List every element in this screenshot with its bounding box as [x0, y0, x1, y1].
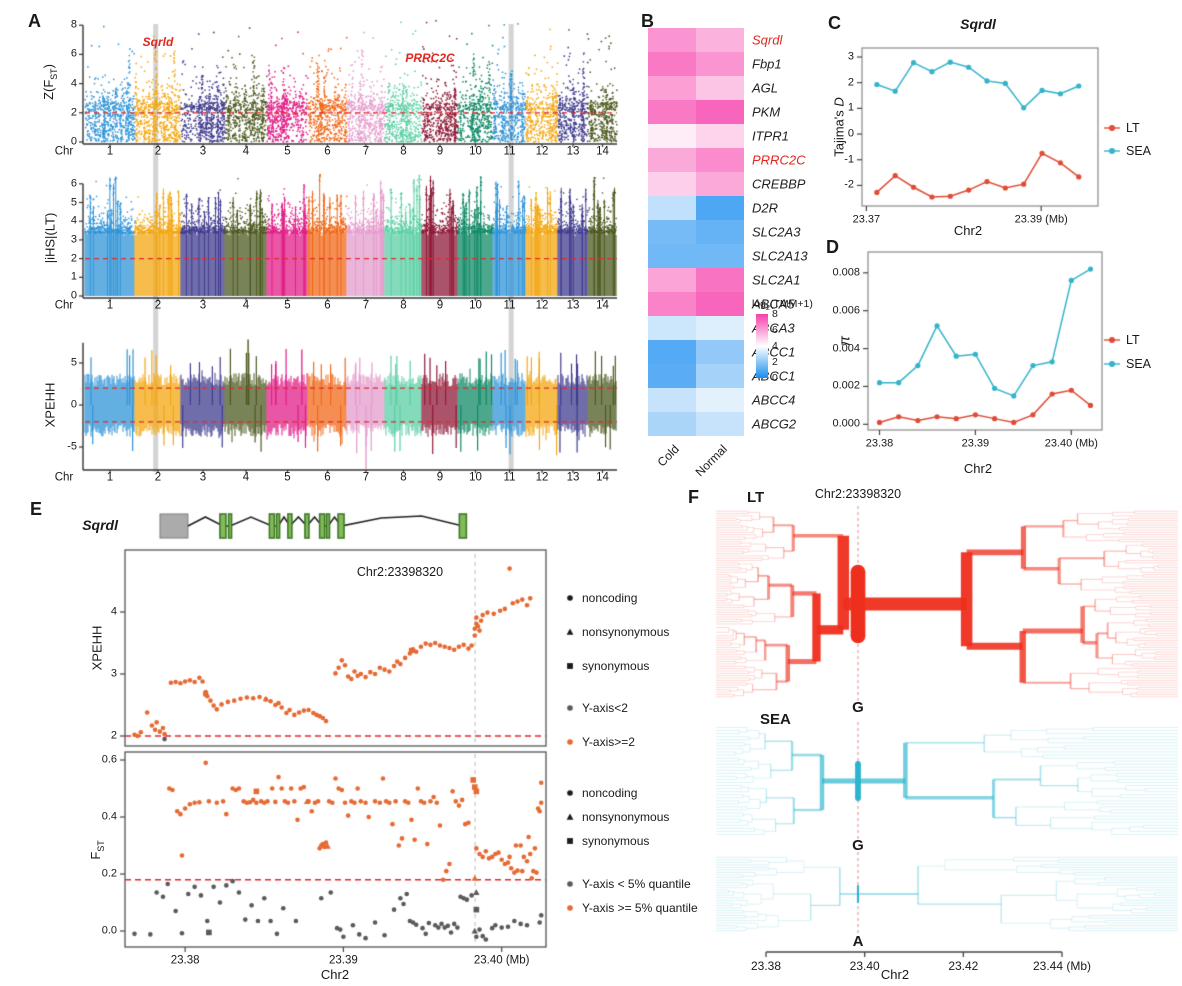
- figure-root: A B C D E F Sqrld PRRC2C Z(FST) |iHS|(LT…: [0, 0, 1182, 986]
- figure-canvas: [0, 0, 1182, 986]
